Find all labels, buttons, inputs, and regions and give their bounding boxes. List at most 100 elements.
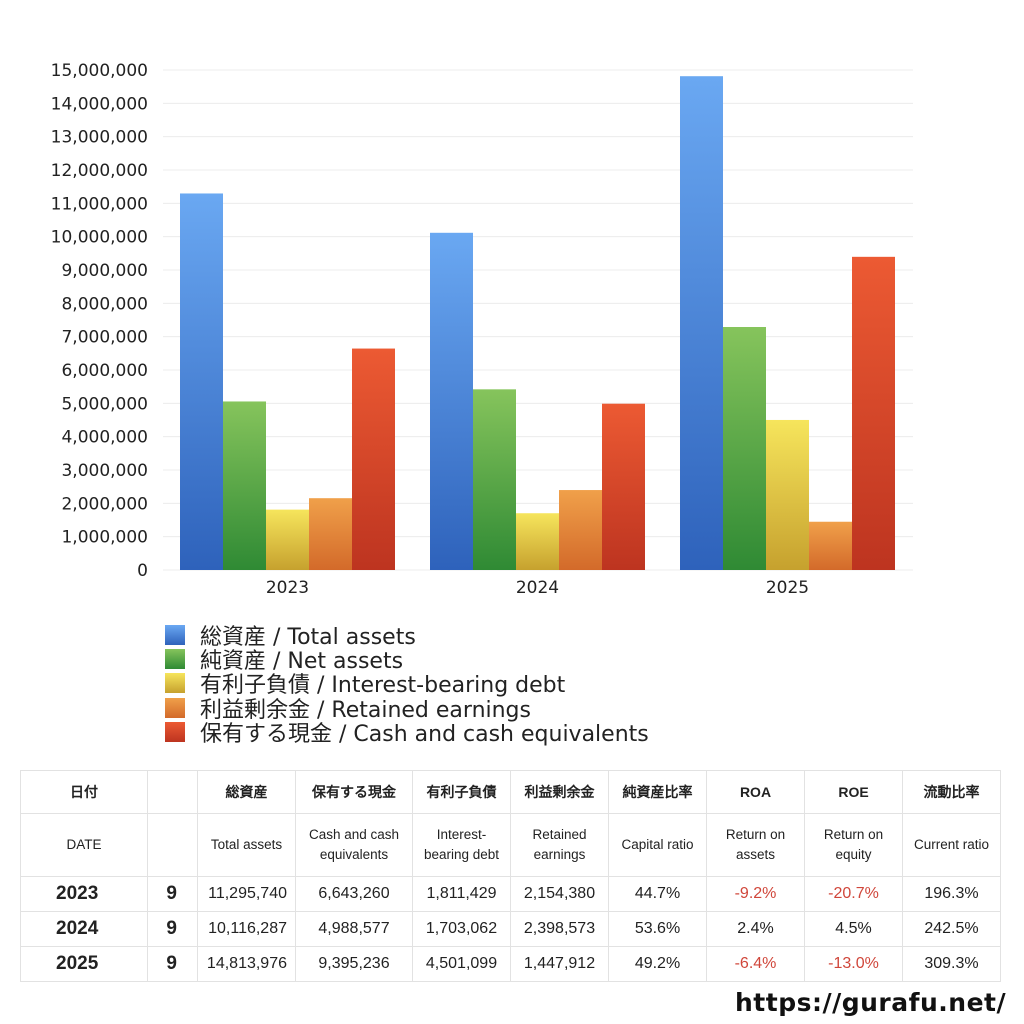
y-tick-label: 2,000,000	[61, 494, 148, 514]
table-header-row-ja: 日付 総資産 保有する現金 有利子負債 利益剰余金 純資産比率 ROA ROE …	[20, 770, 1001, 814]
y-tick-label: 5,000,000	[61, 394, 148, 414]
y-tick-label: 15,000,000	[51, 61, 148, 81]
legend-swatch-retained-earnings	[165, 697, 185, 718]
y-tick-label: 0	[137, 561, 148, 581]
roa-cell: -9.2%	[706, 876, 805, 912]
header-cell: DATE	[20, 813, 148, 877]
y-axis-tick-labels: 0 1,000,000 2,000,000 3,000,000 4,000,000 5,0…	[51, 61, 148, 581]
header-cell: 純資産比率	[608, 770, 707, 814]
retained-earnings-cell: 1,447,912	[510, 946, 609, 982]
cash-cell: 4,988,577	[295, 911, 413, 947]
legend-item-interest-bearing-debt: 有利子負債 / Interest-bearing debt	[165, 671, 649, 698]
bars	[180, 76, 895, 570]
y-tick-label: 13,000,000	[51, 128, 148, 148]
header-cell: Retained earnings	[510, 813, 609, 877]
y-tick-label: 8,000,000	[61, 294, 148, 314]
legend-swatch-net-assets	[165, 649, 185, 670]
debt-cell: 1,703,062	[412, 911, 511, 947]
y-tick-label: 9,000,000	[61, 261, 148, 281]
header-cell: Current ratio	[902, 813, 1001, 877]
financial-metrics-table: 日付 総資産 保有する現金 有利子負債 利益剰余金 純資産比率 ROA ROE …	[20, 770, 1001, 982]
header-cell	[147, 813, 198, 877]
bar	[352, 348, 395, 570]
x-tick-label: 2024	[516, 578, 559, 598]
header-cell: Cash and cash equivalents	[295, 813, 413, 877]
bar	[559, 490, 602, 570]
year-cell: 2025	[20, 946, 148, 982]
table-row: 2025 9 14,813,976 9,395,236 4,501,099 1,…	[20, 946, 1001, 982]
total-assets-cell: 14,813,976	[197, 946, 296, 982]
bar	[680, 76, 723, 570]
bar	[852, 256, 895, 570]
roe-cell: -13.0%	[804, 946, 903, 982]
header-cell: Return on equity	[804, 813, 903, 877]
legend-item-retained-earnings: 利益剰余金 / Retained earnings	[165, 696, 649, 723]
table-row: 2024 9 10,116,287 4,988,577 1,703,062 2,…	[20, 911, 1001, 947]
legend-swatch-total-assets	[165, 625, 185, 646]
current-ratio-cell: 309.3%	[902, 946, 1001, 982]
legend-label: 利益剰余金 / Retained earnings	[200, 697, 531, 723]
bar	[180, 193, 223, 570]
retained-earnings-cell: 2,398,573	[510, 911, 609, 947]
total-assets-cell: 11,295,740	[197, 876, 296, 912]
header-cell	[147, 770, 198, 814]
roa-cell: -6.4%	[706, 946, 805, 982]
roa-cell: 2.4%	[706, 911, 805, 947]
header-cell: 流動比率	[902, 770, 1001, 814]
header-cell: 総資産	[197, 770, 296, 814]
header-cell: Return on assets	[706, 813, 805, 877]
y-tick-label: 10,000,000	[51, 228, 148, 248]
month-cell: 9	[147, 876, 198, 912]
header-cell: Capital ratio	[608, 813, 707, 877]
y-tick-label: 14,000,000	[51, 94, 148, 114]
legend-label: 純資産 / Net assets	[200, 649, 404, 675]
legend-swatch-interest-bearing-debt	[165, 673, 185, 694]
month-cell: 9	[147, 946, 198, 982]
current-ratio-cell: 196.3%	[902, 876, 1001, 912]
legend-label: 保有する現金 / Cash and cash equivalents	[200, 721, 649, 747]
bar	[430, 232, 473, 570]
cash-cell: 6,643,260	[295, 876, 413, 912]
y-tick-label: 6,000,000	[61, 361, 148, 381]
bar-chart: 0 1,000,000 2,000,000 3,000,000 4,000,000 5,0…	[51, 61, 913, 598]
bar	[266, 509, 309, 570]
chart-legend: 総資産 / Total assets 純資産 / Net assets 有利子負…	[165, 623, 649, 747]
capital-ratio-cell: 53.6%	[608, 911, 707, 947]
capital-ratio-cell: 44.7%	[608, 876, 707, 912]
grid-lines	[163, 69, 913, 571]
y-tick-label: 12,000,000	[51, 161, 148, 181]
header-cell: ROE	[804, 770, 903, 814]
x-axis-tick-labels: 2023 2024 2025	[266, 578, 809, 598]
legend-item-net-assets: 純資産 / Net assets	[165, 647, 649, 674]
x-tick-label: 2025	[766, 578, 809, 598]
y-tick-label: 1,000,000	[61, 528, 148, 548]
bar	[516, 513, 559, 570]
year-cell: 2024	[20, 911, 148, 947]
roe-cell: -20.7%	[804, 876, 903, 912]
site-url[interactable]: https://gurafu.net/	[735, 988, 1007, 1017]
header-cell: 日付	[20, 770, 148, 814]
legend-label: 総資産 / Total assets	[200, 625, 416, 651]
header-cell: 利益剰余金	[510, 770, 609, 814]
y-tick-label: 7,000,000	[61, 328, 148, 348]
debt-cell: 1,811,429	[412, 876, 511, 912]
table-header-row-en: DATE Total assets Cash and cash equivale…	[20, 813, 1001, 877]
bar	[309, 498, 352, 570]
legend-item-total-assets: 総資産 / Total assets	[165, 623, 649, 650]
header-cell: 有利子負債	[412, 770, 511, 814]
header-cell: Total assets	[197, 813, 296, 877]
y-tick-label: 11,000,000	[51, 194, 148, 214]
bar	[602, 403, 645, 570]
bar	[723, 327, 766, 570]
bar	[766, 419, 809, 570]
header-cell: Interest-bearing debt	[412, 813, 511, 877]
legend-label: 有利子負債 / Interest-bearing debt	[200, 673, 566, 699]
bar	[473, 389, 516, 570]
retained-earnings-cell: 2,154,380	[510, 876, 609, 912]
legend-item-cash: 保有する現金 / Cash and cash equivalents	[165, 720, 649, 747]
current-ratio-cell: 242.5%	[902, 911, 1001, 947]
cash-cell: 9,395,236	[295, 946, 413, 982]
year-cell: 2023	[20, 876, 148, 912]
debt-cell: 4,501,099	[412, 946, 511, 982]
bar	[809, 521, 852, 570]
